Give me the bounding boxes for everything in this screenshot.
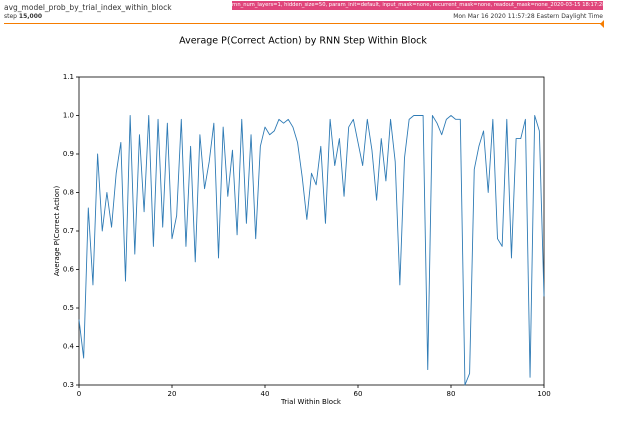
x-tick-label: 100 xyxy=(537,390,550,398)
step-value: 15,000 xyxy=(18,13,43,20)
x-tick-label: 40 xyxy=(261,390,270,398)
timestamp: Mon Mar 16 2020 11:57:28 Eastern Dayligh… xyxy=(453,13,603,20)
run-name: avg_model_prob_by_trial_index_within_blo… xyxy=(4,3,172,12)
y-tick-label: 0.8 xyxy=(63,189,74,197)
x-tick-label: 60 xyxy=(354,390,363,398)
y-tick-label: 1.1 xyxy=(63,73,74,81)
y-tick-label: 1.0 xyxy=(63,112,74,120)
chart-title: Average P(Correct Action) by RNN Step Wi… xyxy=(179,36,427,47)
divider xyxy=(4,23,601,24)
x-tick-label: 80 xyxy=(447,390,456,398)
y-tick-label: 0.7 xyxy=(63,227,74,235)
step: step 15,000 xyxy=(4,13,42,20)
data-line xyxy=(78,115,545,386)
x-axis-label: Trial Within Block xyxy=(280,398,342,406)
y-tick-label: 0.9 xyxy=(63,150,74,158)
x-tick-label: 0 xyxy=(77,390,81,398)
y-tick-label: 0.4 xyxy=(63,343,75,351)
y-tick-label: 0.5 xyxy=(63,304,74,312)
x-tick-label: 20 xyxy=(168,390,177,398)
run-tag[interactable]: rnn_num_layers=1, hidden_size=50, param_… xyxy=(232,1,603,10)
step-label: step xyxy=(4,13,17,20)
y-axis-label: Average P(Correct Action) xyxy=(53,186,61,277)
y-tick-label: 0.6 xyxy=(63,266,75,274)
collapse-handle[interactable] xyxy=(600,20,604,28)
y-tick-label: 0.3 xyxy=(63,381,74,389)
